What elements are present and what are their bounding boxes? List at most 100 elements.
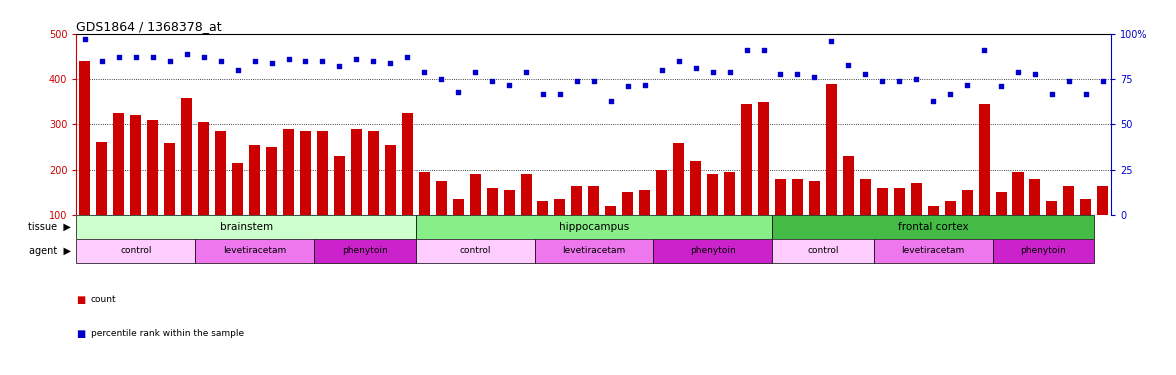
Bar bbox=[402, 113, 413, 215]
Bar bbox=[809, 181, 820, 215]
Point bbox=[1060, 78, 1078, 84]
Point bbox=[279, 56, 298, 62]
Point bbox=[957, 81, 976, 87]
Point bbox=[212, 58, 230, 64]
Bar bbox=[640, 190, 650, 215]
Bar bbox=[416, 215, 771, 239]
Point bbox=[822, 38, 841, 44]
Bar bbox=[606, 206, 616, 215]
Bar bbox=[653, 239, 771, 262]
Point bbox=[703, 69, 722, 75]
Bar bbox=[771, 239, 874, 262]
Bar bbox=[572, 186, 582, 215]
Point bbox=[330, 63, 349, 69]
Point bbox=[262, 60, 281, 66]
Point bbox=[873, 78, 891, 84]
Point bbox=[449, 89, 468, 95]
Bar bbox=[76, 239, 195, 262]
Point bbox=[143, 54, 162, 60]
Point bbox=[838, 62, 857, 68]
Bar bbox=[874, 239, 993, 262]
Text: levetiracetam: levetiracetam bbox=[562, 246, 626, 255]
Bar bbox=[80, 61, 91, 215]
Bar bbox=[622, 192, 634, 215]
Bar bbox=[843, 156, 854, 215]
Bar bbox=[993, 239, 1095, 262]
Point bbox=[975, 47, 994, 53]
Bar bbox=[877, 188, 888, 215]
Point bbox=[550, 91, 569, 97]
Bar bbox=[334, 156, 345, 215]
Point bbox=[669, 58, 688, 64]
Point bbox=[788, 70, 807, 76]
Bar bbox=[910, 183, 922, 215]
Bar bbox=[741, 104, 753, 215]
Point bbox=[381, 60, 400, 66]
Text: ■: ■ bbox=[76, 329, 86, 339]
Text: brainstem: brainstem bbox=[220, 222, 273, 232]
Text: percentile rank within the sample: percentile rank within the sample bbox=[91, 329, 243, 338]
Bar bbox=[1063, 186, 1075, 215]
Text: control: control bbox=[460, 246, 490, 255]
Point bbox=[1043, 91, 1062, 97]
Bar bbox=[928, 206, 938, 215]
Text: phenytoin: phenytoin bbox=[342, 246, 388, 255]
Bar bbox=[673, 142, 684, 215]
Bar bbox=[1047, 201, 1057, 215]
Point bbox=[228, 67, 247, 73]
Bar bbox=[165, 142, 175, 215]
Bar bbox=[535, 239, 653, 262]
Point bbox=[619, 83, 637, 89]
Point bbox=[806, 74, 824, 80]
Bar bbox=[521, 174, 532, 215]
Point bbox=[466, 69, 485, 75]
Point bbox=[160, 58, 179, 64]
Point bbox=[313, 58, 332, 64]
Bar bbox=[199, 122, 209, 215]
Bar bbox=[791, 179, 803, 215]
Bar bbox=[503, 190, 515, 215]
Bar bbox=[215, 131, 226, 215]
Text: control: control bbox=[120, 246, 152, 255]
Bar bbox=[1097, 186, 1108, 215]
Bar bbox=[771, 215, 1095, 239]
Point bbox=[432, 76, 450, 82]
Bar bbox=[232, 163, 243, 215]
Point bbox=[991, 83, 1010, 89]
Bar bbox=[1081, 199, 1091, 215]
Point bbox=[363, 58, 382, 64]
Bar bbox=[860, 179, 871, 215]
Point bbox=[194, 54, 213, 60]
Bar bbox=[707, 174, 719, 215]
Bar bbox=[690, 160, 701, 215]
Point bbox=[516, 69, 535, 75]
Bar bbox=[453, 199, 463, 215]
Text: phenytoin: phenytoin bbox=[690, 246, 735, 255]
Point bbox=[534, 91, 553, 97]
Bar bbox=[300, 131, 310, 215]
Bar bbox=[588, 186, 600, 215]
Text: levetiracetam: levetiracetam bbox=[902, 246, 964, 255]
Text: tissue  ▶: tissue ▶ bbox=[28, 222, 72, 232]
Point bbox=[771, 70, 790, 76]
Point bbox=[924, 98, 943, 104]
Bar bbox=[775, 179, 786, 215]
Point bbox=[941, 91, 960, 97]
Point bbox=[93, 58, 112, 64]
Point bbox=[635, 81, 654, 87]
Bar bbox=[537, 201, 548, 215]
Point bbox=[1009, 69, 1028, 75]
Bar bbox=[656, 170, 667, 215]
Text: frontal cortex: frontal cortex bbox=[897, 222, 969, 232]
Point bbox=[687, 65, 706, 71]
Bar bbox=[978, 104, 989, 215]
Bar bbox=[181, 98, 192, 215]
Point bbox=[1025, 70, 1044, 76]
Point bbox=[584, 78, 603, 84]
Text: phenytoin: phenytoin bbox=[1021, 246, 1067, 255]
Text: agent  ▶: agent ▶ bbox=[29, 246, 72, 256]
Point bbox=[890, 78, 909, 84]
Bar bbox=[283, 129, 294, 215]
Point bbox=[296, 58, 315, 64]
Bar bbox=[724, 172, 735, 215]
